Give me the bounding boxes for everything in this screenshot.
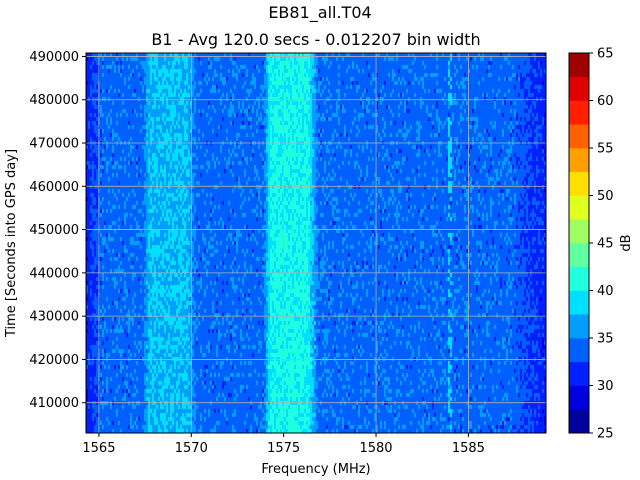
plot-area bbox=[86, 53, 546, 433]
chart-subtitle: B1 - Avg 120.0 secs - 0.012207 bin width bbox=[151, 30, 480, 49]
chart-title: EB81_all.T04 bbox=[268, 3, 371, 23]
